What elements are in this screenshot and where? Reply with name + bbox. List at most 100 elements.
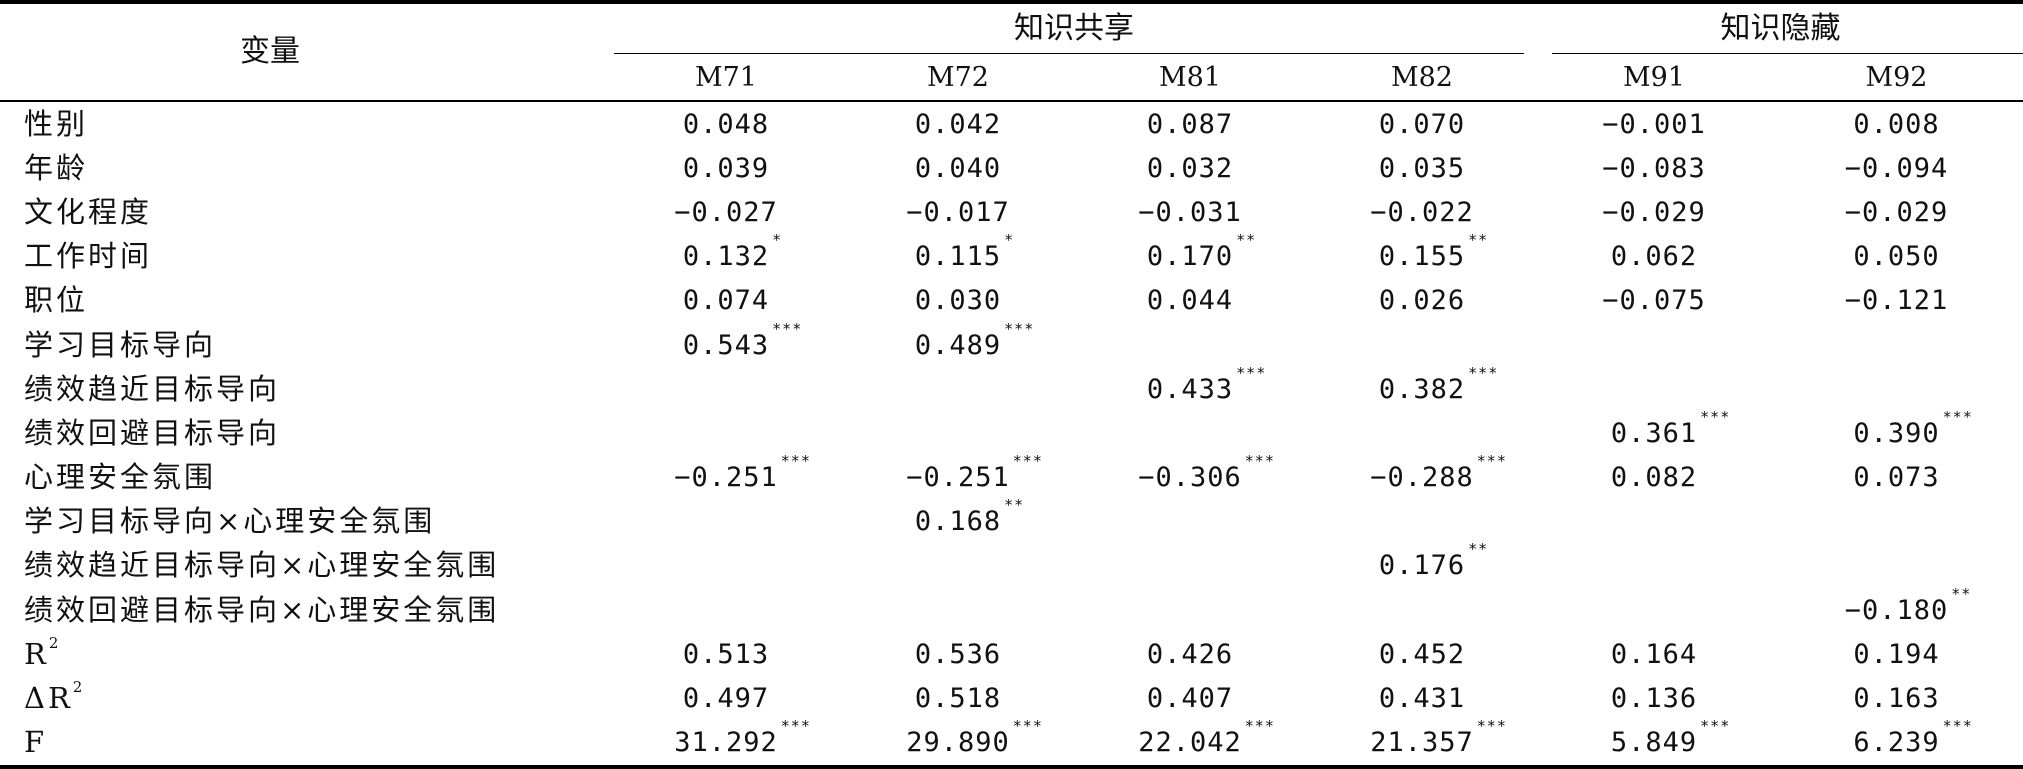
value-text: 0.170 [1146, 241, 1234, 273]
coefficient-value: 0.048 [683, 111, 769, 138]
value-text: −0.001 [1602, 108, 1706, 140]
coefficient-value: −0.083 [1602, 155, 1706, 182]
value-text: 0.044 [1146, 285, 1234, 317]
significance-stars: *** [1012, 452, 1043, 471]
coefficient-cell: 0.390 *** [1770, 407, 2023, 455]
coefficient-value: 0.035 [1379, 155, 1465, 182]
coefficient-value: 0.426 [1147, 641, 1233, 668]
coefficient-cell: 0.136 [1538, 676, 1770, 720]
coefficient-value: 0.030 [915, 287, 1001, 314]
coefficient-cell: 0.044 [1074, 279, 1306, 323]
table-row: 工作时间 0.132 * 0.115 * 0.170 ** 0.155 ** 0.062 0.050 [0, 231, 2023, 279]
significance-stars: *** [1244, 452, 1275, 471]
coefficient-value: 0.513 [683, 641, 769, 668]
table-row: 心理安全氛围 −0.251 *** −0.251 *** −0.306 *** −0.288 *… [0, 452, 2023, 500]
coefficient-value: 0.536 [915, 641, 1001, 668]
coefficient-cell: 0.433 *** [1074, 365, 1306, 411]
row-label: 学习目标导向 [24, 327, 217, 362]
coefficient-value: 0.073 [1853, 464, 1939, 491]
coefficient-cell [1074, 411, 1306, 455]
coefficient-cell: 6.239 *** [1770, 719, 2023, 767]
coefficient-cell: 0.176 ** [1306, 542, 1538, 588]
row-label: 绩效趋近目标导向×心理安全氛围 [24, 548, 500, 583]
coefficient-cell [1306, 323, 1538, 367]
coefficient-value: 22.042 *** [1138, 719, 1274, 759]
coefficient-cell: −0.251 *** [842, 452, 1074, 500]
value-text: −0.306 [1138, 462, 1242, 494]
significance-stars: *** [1244, 717, 1275, 736]
coefficient-value: 0.407 [1147, 685, 1233, 712]
coefficient-cell: 0.008 [1770, 101, 2023, 146]
value-text: 29.890 [906, 727, 1010, 759]
variable-column-header: 变量 [0, 2, 610, 102]
value-text: −0.029 [1602, 196, 1706, 228]
value-text: 31.292 [674, 727, 778, 759]
coefficient-cell: 0.035 [1306, 146, 1538, 190]
coefficient-value: 0.062 [1611, 243, 1697, 270]
coefficient-cell: −0.001 [1538, 101, 1770, 146]
coefficient-cell: 0.536 [842, 632, 1074, 676]
value-text: 0.407 [1146, 683, 1234, 715]
coefficient-cell: 0.382 *** [1306, 365, 1538, 411]
significance-stars: *** [1700, 407, 1731, 426]
coefficient-value: 0.115 * [915, 233, 1013, 271]
coefficient-cell: −0.288 *** [1306, 454, 1538, 500]
value-text: 0.035 [1378, 152, 1466, 184]
value-text: −0.251 [906, 462, 1010, 494]
significance-stars: ** [1236, 231, 1257, 250]
coefficient-value: 0.008 [1853, 111, 1939, 138]
coefficient-value: −0.288 *** [1370, 454, 1506, 494]
value-text: 0.518 [914, 683, 1002, 715]
significance-stars: ** [1468, 231, 1489, 250]
value-text: 0.039 [682, 152, 770, 184]
value-text: 0.032 [1146, 152, 1234, 184]
coefficient-value: 0.452 [1379, 641, 1465, 668]
row-label: 文化程度 [24, 194, 153, 229]
coefficient-value: 0.074 [683, 287, 769, 314]
significance-stars: *** [1012, 717, 1043, 736]
value-text: 0.132 [682, 241, 770, 273]
value-text: 22.042 [1138, 727, 1242, 759]
coefficient-cell [1306, 411, 1538, 455]
table-row: 职位 0.074 0.030 0.044 0.026 −0.075 −0.121 [0, 279, 2023, 323]
table-row: 绩效趋近目标导向 0.433 *** 0.382 *** [0, 365, 2023, 411]
value-text: −0.251 [674, 462, 778, 494]
coefficient-cell: 0.497 [610, 676, 842, 720]
coefficient-cell: 0.074 [610, 279, 842, 323]
coefficient-cell: −0.022 [1306, 190, 1538, 234]
row-label: 绩效回避目标导向 [24, 415, 281, 450]
stat-label-superscript: 2 [72, 678, 83, 697]
row-label: 学习目标导向×心理安全氛围 [24, 504, 436, 539]
table-row: 学习目标导向 0.543 *** 0.489 *** [0, 321, 2023, 367]
value-text: 0.026 [1378, 285, 1466, 317]
value-text: 0.050 [1853, 241, 1940, 273]
value-text: 0.536 [914, 638, 1002, 670]
significance-stars: *** [780, 717, 811, 736]
coefficient-cell [1074, 500, 1306, 544]
significance-stars: *** [1942, 407, 1973, 426]
group-label: 知识共享 [1014, 11, 1134, 46]
table-row: 绩效趋近目标导向×心理安全氛围 0.176 ** [0, 542, 2023, 588]
coefficient-cell: 0.155 ** [1306, 231, 1538, 279]
stat-row-delta-r2: ΔR2 0.497 0.518 0.407 0.431 0.136 0.163 [0, 676, 2023, 720]
row-label: 绩效趋近目标导向 [24, 371, 281, 406]
value-text: −0.017 [906, 196, 1010, 228]
coefficient-cell: 0.048 [610, 101, 842, 146]
table-body: 性别 0.048 0.042 0.087 0.070 −0.001 0.008 年龄 0.039… [0, 101, 2023, 767]
coefficient-value: −0.094 [1845, 155, 1949, 182]
coefficient-value: 0.489 *** [915, 321, 1033, 359]
coefficient-cell: −0.075 [1538, 279, 1770, 323]
value-text: 0.390 [1853, 417, 1940, 449]
value-text: −0.288 [1370, 462, 1474, 494]
significance-stars: ** [1004, 496, 1025, 515]
coefficient-value: −0.029 [1845, 199, 1949, 226]
value-text: 6.239 [1853, 727, 1940, 759]
coefficient-cell: 0.030 [842, 279, 1074, 323]
coefficient-value: 0.361 *** [1611, 409, 1729, 447]
significance-stars: *** [1700, 717, 1731, 736]
coefficient-cell: 0.194 [1770, 632, 2023, 676]
coefficient-value: 31.292 *** [674, 719, 810, 759]
coefficient-value: 0.042 [915, 111, 1001, 138]
stat-row-r2: R2 0.513 0.536 0.426 0.452 0.164 0.194 [0, 632, 2023, 676]
coefficient-value: 0.026 [1379, 287, 1465, 314]
